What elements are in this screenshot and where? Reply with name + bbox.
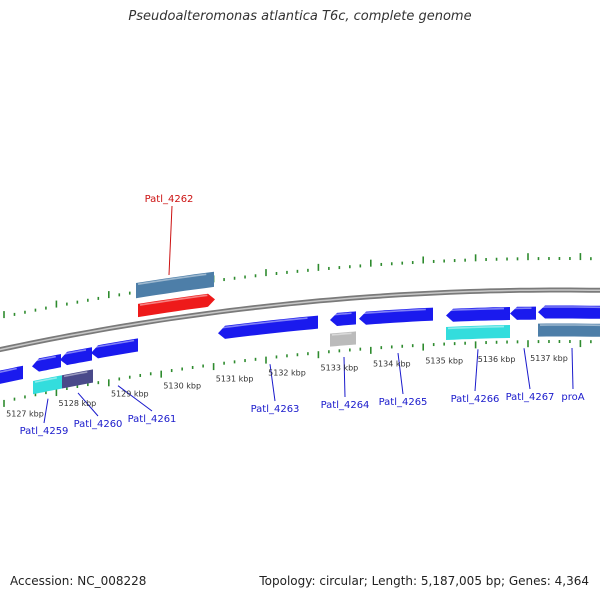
- gene-feature: [510, 306, 536, 320]
- gene-features: [0, 271, 600, 395]
- callout-line: [523, 348, 531, 390]
- callout-line: [571, 348, 574, 390]
- map-title: Pseudoalteromonas atlantica T6c, complet…: [128, 9, 472, 24]
- callout-line: [397, 352, 404, 395]
- scale-label: 5136 kbp: [478, 355, 516, 364]
- gene-feature: [359, 307, 433, 325]
- gene-feature: [330, 331, 356, 347]
- scale-labels: 5127 kbp 5128 kbp 5129 kbp 5130 kbp 5131 kbp…: [6, 354, 568, 418]
- gene-feature: [446, 325, 510, 340]
- callout-line: [343, 356, 346, 398]
- genome-summary-text: Topology: circular; Length: 5,187,005 bp…: [259, 574, 589, 588]
- callout-line: [77, 392, 99, 417]
- gene-label: Patl_4263: [251, 404, 300, 415]
- callout-line: [117, 385, 153, 412]
- scale-label: 5131 kbp: [216, 374, 254, 383]
- gene-label: Patl_4261: [128, 414, 177, 425]
- gene-label: Patl_4262: [145, 194, 194, 205]
- gene-feature: [330, 311, 356, 326]
- scale-label: 5128 kbp: [59, 399, 97, 408]
- gene-feature: [62, 369, 93, 389]
- gene-feature: [60, 347, 92, 366]
- gene-labels: Patl_4259 Patl_4260 Patl_4261 Patl_4262 Patl…: [20, 194, 585, 437]
- inner-tick-ring: [3, 340, 592, 407]
- callout-line: [168, 205, 173, 276]
- scale-label: 5133 kbp: [321, 363, 359, 372]
- scale-label: 5134 kbp: [373, 359, 411, 368]
- gene-feature-patl-4262-steel: [136, 271, 214, 299]
- scale-label: 5129 kbp: [111, 390, 149, 399]
- gene-label: Patl_4266: [451, 394, 500, 405]
- accession-text: Accession: NC_008228: [10, 574, 147, 588]
- gene-feature: [33, 375, 62, 395]
- gene-feature-patl-4262: [138, 293, 215, 318]
- gene-feature: [218, 315, 318, 339]
- genome-backbone: [0, 287, 600, 353]
- scale-label: 5132 kbp: [268, 368, 306, 377]
- scale-label: 5130 kbp: [163, 381, 201, 390]
- scale-label: 5127 kbp: [6, 409, 44, 418]
- callout-line: [43, 398, 49, 424]
- scale-label: 5137 kbp: [530, 354, 568, 363]
- gene-feature: [32, 354, 61, 372]
- gene-feature: [0, 365, 23, 384]
- callout-line: [474, 349, 479, 392]
- callout-line: [269, 364, 276, 402]
- gene-label: Patl_4265: [379, 397, 428, 408]
- gene-label: Patl_4260: [74, 419, 123, 430]
- gene-feature: [538, 305, 600, 319]
- scale-label: 5135 kbp: [425, 357, 463, 366]
- gene-feature: [446, 307, 510, 322]
- gene-feature: [91, 338, 138, 359]
- gene-callout-lines: [43, 205, 574, 424]
- gene-label: proA: [561, 392, 584, 403]
- gene-label: Patl_4267: [506, 392, 555, 403]
- gene-label: Patl_4259: [20, 426, 69, 437]
- gene-label: Patl_4264: [321, 400, 370, 411]
- gene-feature: [538, 323, 600, 337]
